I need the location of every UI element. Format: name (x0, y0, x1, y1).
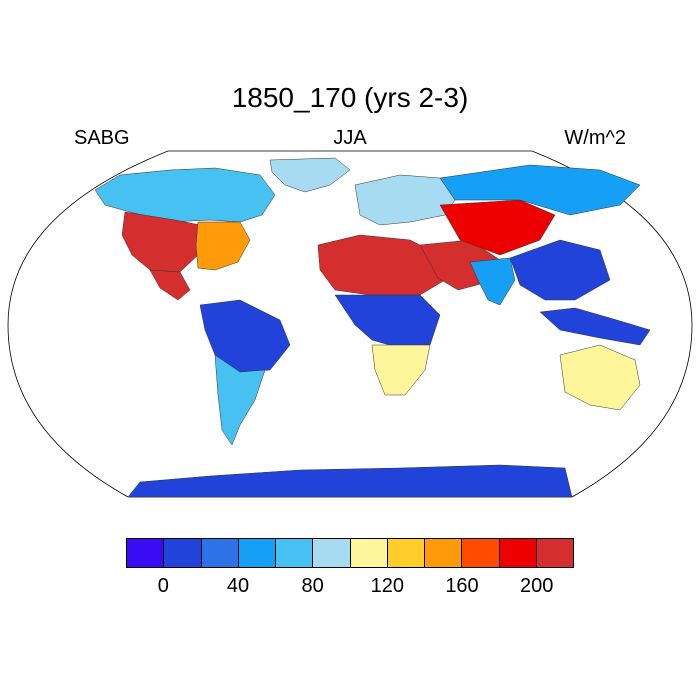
region-southeast-asia (509, 239, 611, 301)
region-sahara (317, 234, 446, 296)
map-title: 1850_170 (yrs 2-3) (231, 82, 469, 113)
season-label: JJA (333, 127, 367, 149)
colorbar-tick-label: 0 (157, 575, 169, 597)
colorbar-swatch (276, 539, 314, 567)
colorbar-swatch (127, 539, 165, 567)
region-europe (354, 174, 456, 226)
colorbar (126, 538, 574, 568)
colorbar-swatch (536, 539, 573, 567)
region-greenland (269, 157, 351, 193)
colorbar-tick-label: 120 (370, 575, 405, 597)
colorbar-swatch (313, 539, 351, 567)
colorbar-swatch (238, 539, 276, 567)
colorbar-swatch (425, 539, 463, 567)
region-canada (94, 167, 276, 223)
units-label: W/m^2 (564, 127, 626, 149)
colorbar-swatch (201, 539, 239, 567)
region-southern-africa (371, 344, 431, 396)
colorbar-swatch (350, 539, 388, 567)
colorbar-tick-label: 160 (445, 575, 479, 597)
colorbar-swatch (499, 539, 537, 567)
colorbar-swatch (462, 539, 500, 567)
region-amazon (199, 299, 291, 373)
variable-label: SABG (74, 127, 130, 149)
region-southern-south-america (214, 354, 266, 446)
colorbar-swatch (164, 539, 202, 567)
colorbar-tick-label: 40 (226, 575, 250, 597)
region-indonesia (539, 307, 651, 346)
colorbar-tick-label: 80 (301, 575, 324, 597)
region-siberia (439, 164, 641, 216)
region-antarctica (127, 464, 573, 498)
colorbar-swatch (387, 539, 425, 567)
region-mexico (149, 269, 191, 301)
region-eastern-united-states (195, 221, 251, 271)
colorbar-tick-label: 200 (519, 575, 554, 597)
colorbar-ticks: 0 40 80 120 160 200 (126, 575, 574, 599)
region-australia (559, 344, 641, 411)
